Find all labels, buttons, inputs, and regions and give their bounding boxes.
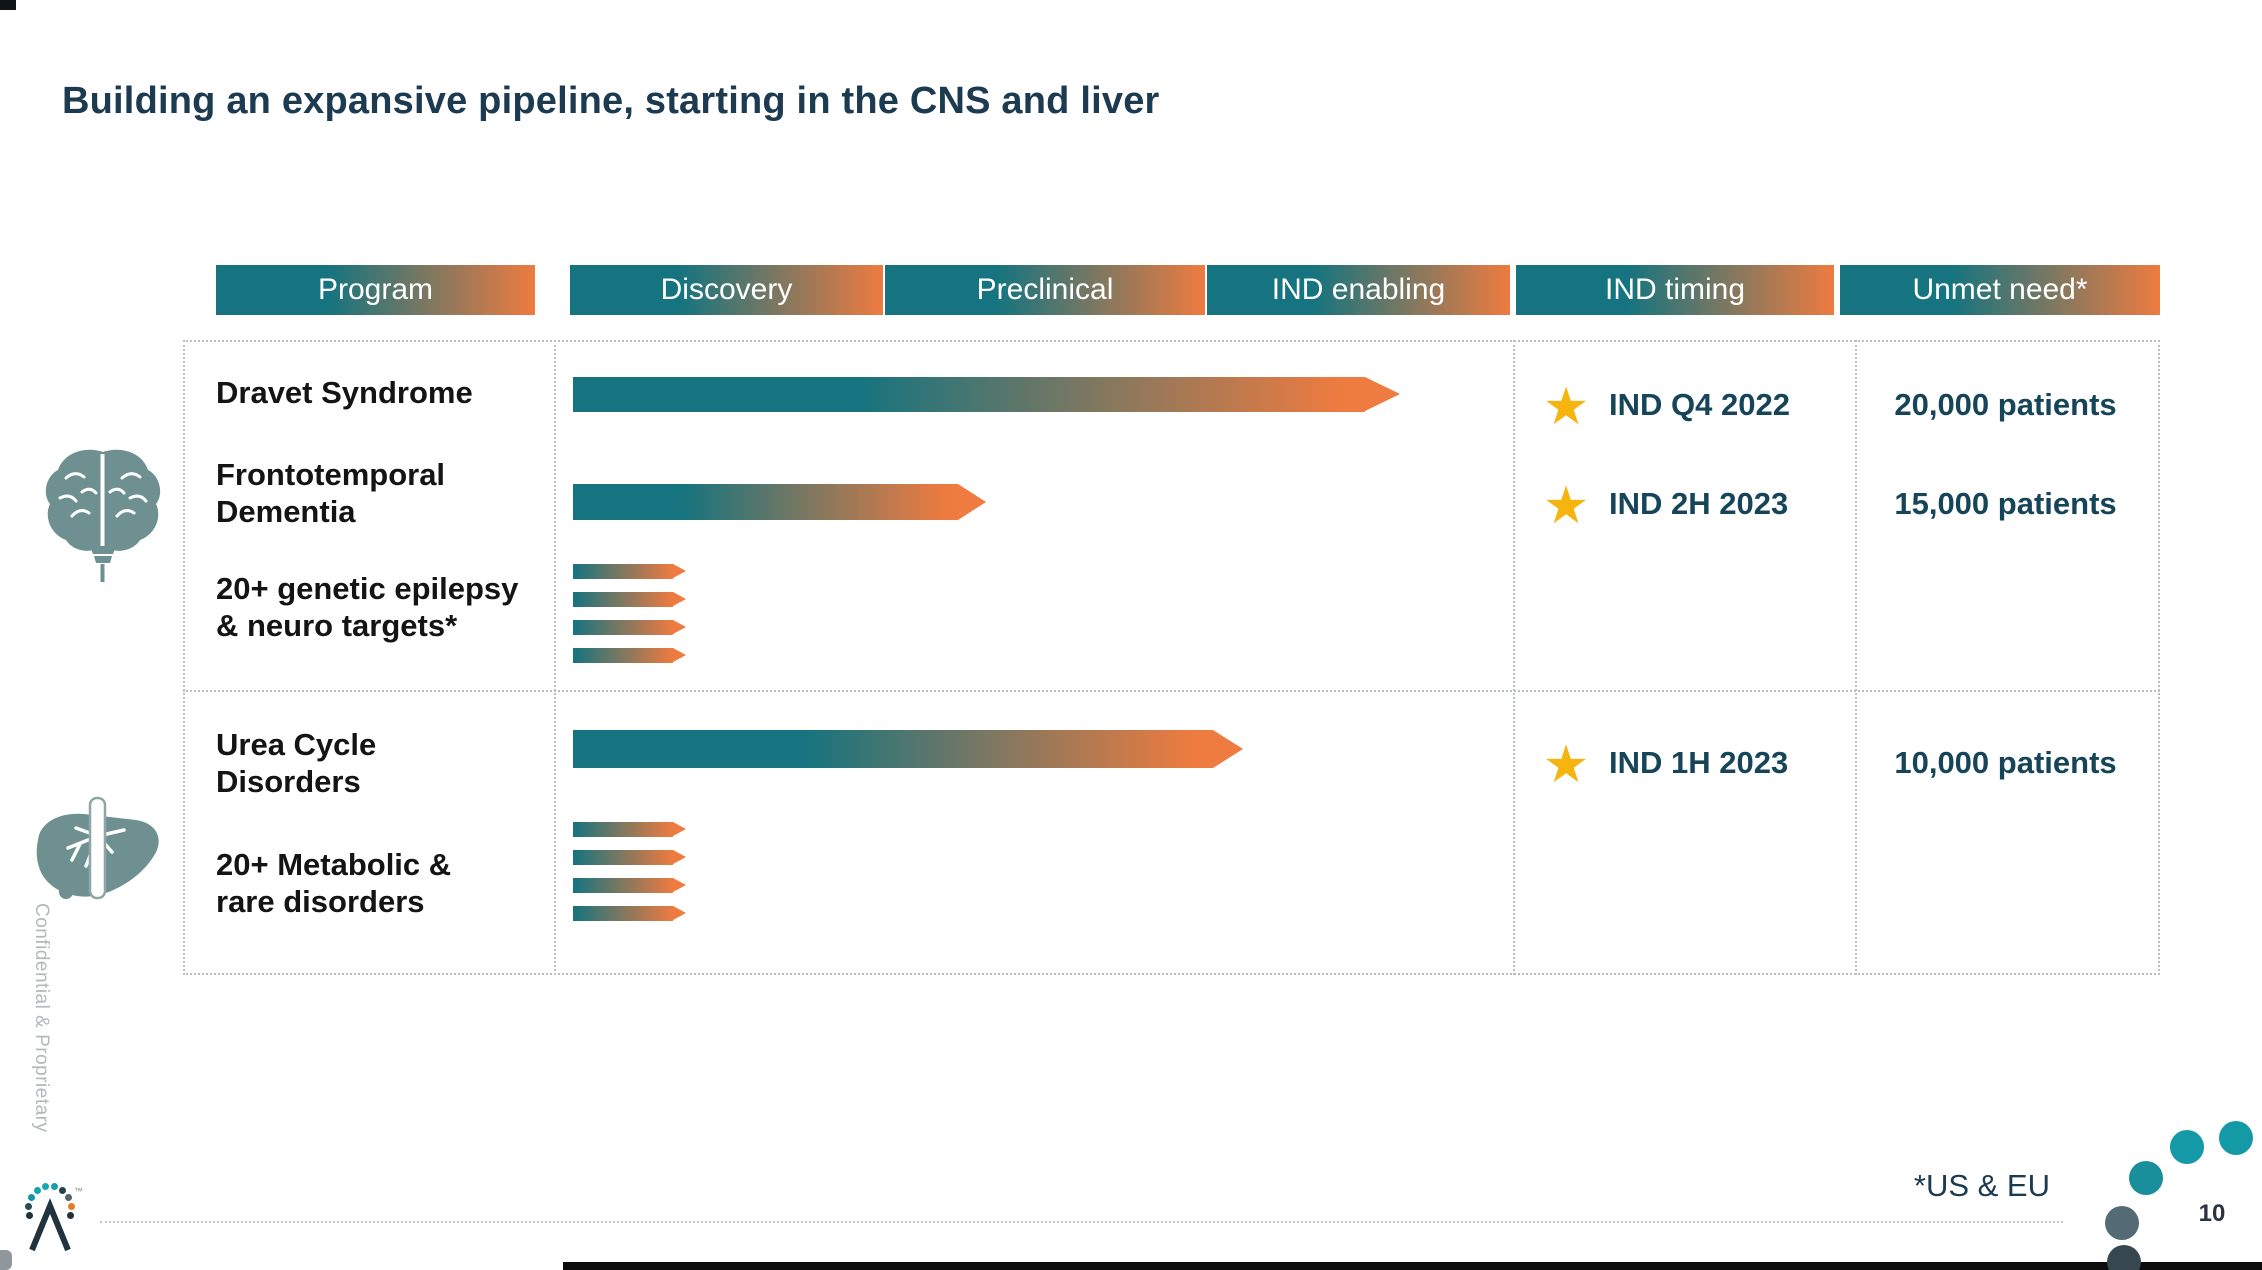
- unmet-need-urea-cycle: 10,000 patients: [1894, 745, 2117, 780]
- column-header-preclinical: Preclinical: [885, 265, 1205, 315]
- logo-dot: [41, 1183, 49, 1191]
- group-divider: [183, 690, 2160, 692]
- slide-title: Building an expansive pipeline, starting…: [62, 80, 1160, 123]
- column-header-discovery: Discovery: [570, 265, 883, 315]
- table-dashed-border: [183, 340, 2160, 975]
- column-divider: [1513, 340, 1515, 975]
- brain-icon: [45, 449, 161, 582]
- decor-dot: [2105, 1206, 2139, 1240]
- logo-dot: [25, 1202, 33, 1210]
- mini-arrow-stack-metabolic: [573, 822, 703, 934]
- logo-dot: [59, 1187, 67, 1195]
- program-label-dravet: Dravet Syndrome: [216, 375, 473, 410]
- video-artifact-bottomleft: [0, 1250, 12, 1270]
- milestone-star-icon: ★: [1542, 378, 1590, 436]
- program-label-ftd: Frontotemporal Dementia: [216, 457, 446, 529]
- logo-dot: [51, 1183, 59, 1191]
- column-header-ind-timing: IND timing: [1516, 265, 1834, 315]
- liver-icon: [36, 796, 159, 900]
- mini-stage-arrow: [573, 906, 703, 921]
- logo-dot: [66, 1211, 74, 1219]
- logo-dot: [26, 1211, 34, 1219]
- milestone-star-icon: ★: [1542, 736, 1590, 794]
- footer-divider: [100, 1221, 2063, 1223]
- logo-dot: [65, 1194, 73, 1202]
- column-header-program: Program: [216, 265, 535, 315]
- unmet-need-dravet: 20,000 patients: [1894, 387, 2117, 422]
- ind-timing-ftd: IND 2H 2023: [1609, 486, 1789, 521]
- column-divider: [1855, 340, 1857, 975]
- video-artifact-topleft: [0, 0, 16, 10]
- column-header-ind-enabling: IND enabling: [1207, 265, 1510, 315]
- company-logo: ™: [20, 1180, 84, 1252]
- milestone-star-icon: ★: [1542, 477, 1590, 535]
- mini-stage-arrow: [573, 878, 703, 893]
- logo-dot-arc: [20, 1180, 84, 1244]
- mini-arrow-stack-epilepsy: [573, 564, 703, 676]
- ind-timing-urea-cycle: IND 1H 2023: [1609, 745, 1789, 780]
- decor-dot: [2129, 1161, 2163, 1195]
- logo-dot: [67, 1202, 75, 1210]
- logo-a-mark: ™: [29, 1186, 83, 1252]
- video-progress-strip: [563, 1262, 2262, 1270]
- footnote-us-eu: *US & EU: [1913, 1168, 2050, 1203]
- logo-dot: [27, 1194, 35, 1202]
- svg-text:™: ™: [74, 1186, 83, 1196]
- ind-timing-dravet: IND Q4 2022: [1609, 387, 1790, 422]
- confidential-watermark: Confidential & Proprietary: [31, 903, 52, 1133]
- program-label-metabolic: 20+ Metabolic & rare disorders: [216, 847, 452, 919]
- decor-dot: [2219, 1121, 2253, 1155]
- program-label-epilepsy: 20+ genetic epilepsy & neuro targets*: [216, 571, 519, 643]
- stage-bar-urea-cycle: [573, 730, 1243, 768]
- decor-dot: [2107, 1245, 2141, 1270]
- column-header-unmet-need: Unmet need*: [1840, 265, 2160, 315]
- program-label-urea-cycle: Urea Cycle Disorders: [216, 727, 377, 799]
- unmet-need-ftd: 15,000 patients: [1894, 486, 2117, 521]
- mini-stage-arrow: [573, 822, 703, 837]
- mini-stage-arrow: [573, 564, 703, 579]
- stage-bar-dravet: [573, 377, 1400, 412]
- page-number: 10: [2198, 1200, 2226, 1227]
- mini-stage-arrow: [573, 620, 703, 635]
- logo-dot: [33, 1187, 41, 1195]
- mini-stage-arrow: [573, 648, 703, 663]
- mini-stage-arrow: [573, 592, 703, 607]
- decor-dot: [2170, 1130, 2204, 1164]
- mini-stage-arrow: [573, 850, 703, 865]
- column-divider: [554, 340, 556, 975]
- stage-bar-ftd: [573, 484, 986, 520]
